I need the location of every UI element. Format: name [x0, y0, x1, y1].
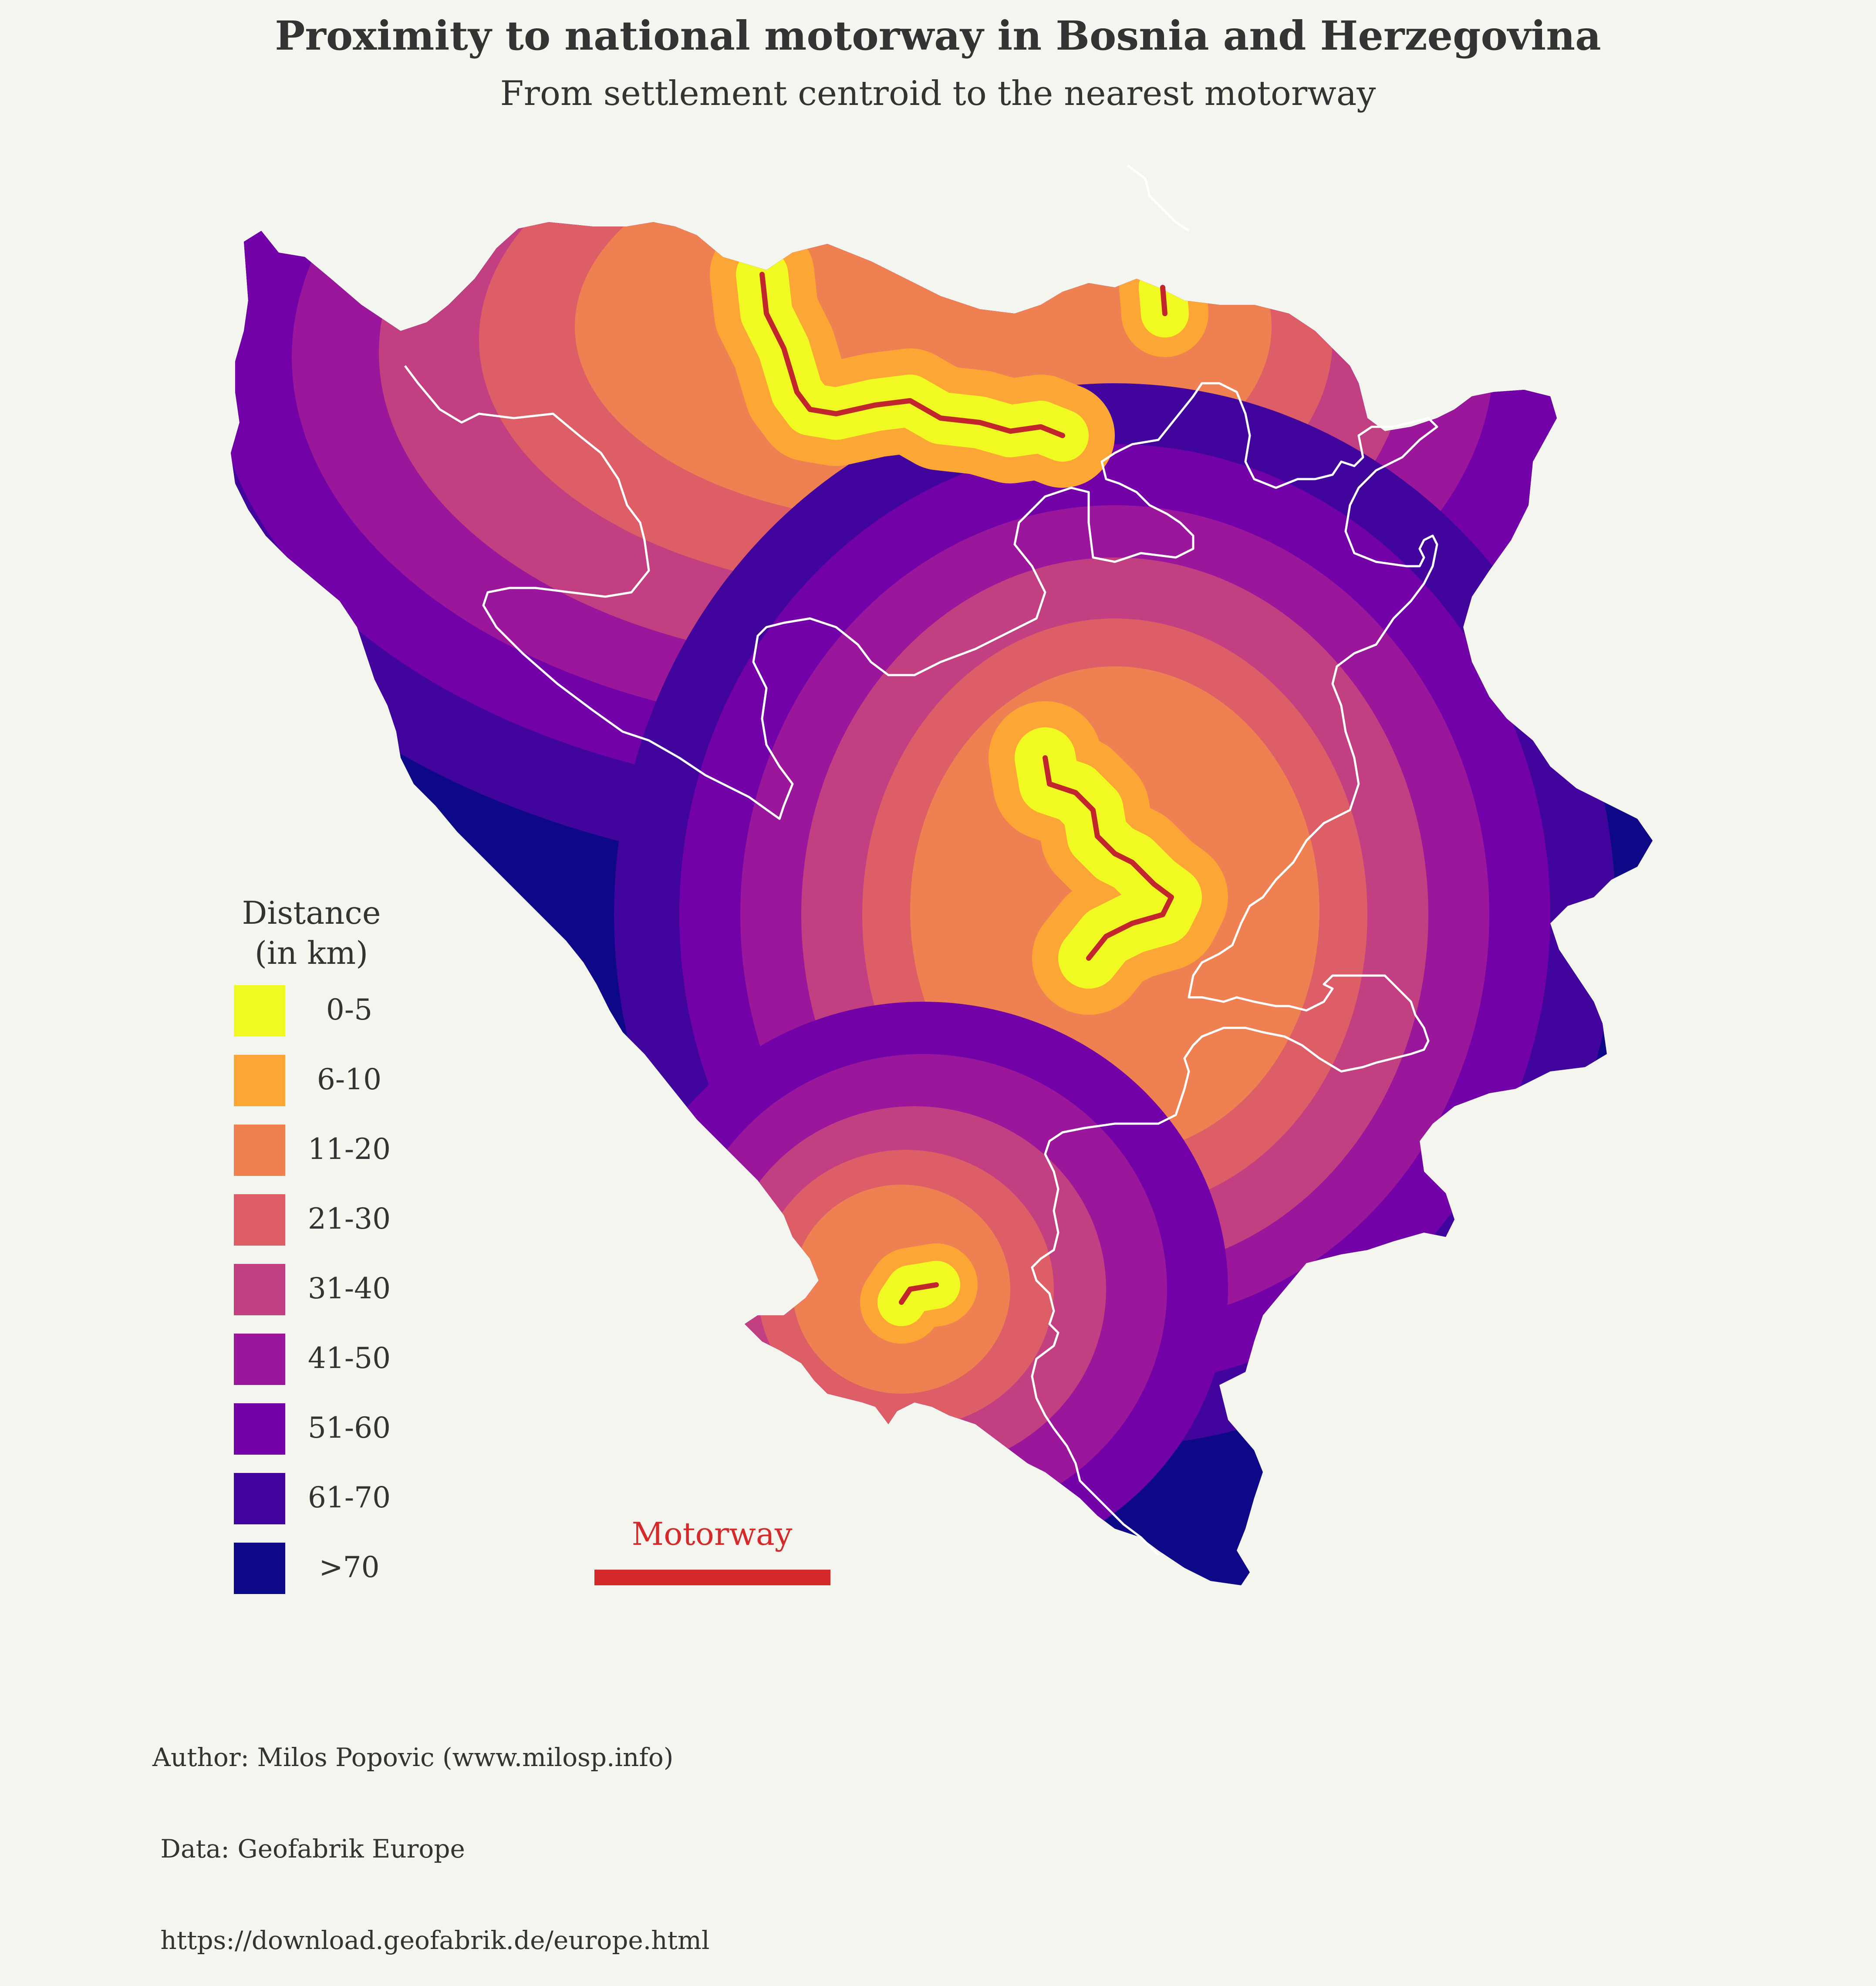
legend-label: 0-5 [326, 993, 373, 1027]
legend-swatch [234, 1194, 285, 1246]
legend-swatch [234, 1055, 285, 1106]
legend-label: 6-10 [317, 1063, 382, 1096]
legend-item: 6-10 [234, 1055, 495, 1107]
legend-label: 41-50 [307, 1341, 391, 1375]
credits: Author: Milos Popovic (www.milosp.info) … [152, 1681, 709, 1986]
legend-item: 41-50 [234, 1334, 495, 1386]
map-title: Proximity to national motorway in Bosnia… [275, 12, 1601, 59]
legend-label: 11-20 [307, 1132, 391, 1166]
motorway-northeast [1160, 285, 1167, 316]
legend-item: >70 [234, 1543, 495, 1595]
legend-label: 21-30 [307, 1202, 391, 1236]
motorway-north [759, 272, 1065, 438]
legend-label: 31-40 [307, 1272, 391, 1305]
legend-swatch [234, 1334, 285, 1385]
credits-url: https://download.geofabrik.de/europe.htm… [152, 1925, 710, 1955]
credits-data: Data: Geofabrik Europe [152, 1834, 465, 1864]
motorway-central [1043, 755, 1174, 961]
distance-zones [231, 222, 1653, 1585]
motorway-legend-label: Motorway [631, 1516, 793, 1552]
legend-item: 11-20 [234, 1125, 495, 1177]
legend-swatch [234, 985, 285, 1037]
motorway-south [899, 1282, 939, 1305]
legend-label: 61-70 [307, 1481, 391, 1514]
distance-map [231, 165, 1653, 1585]
legend-title-line1: Distance [242, 895, 381, 931]
legend-item: 61-70 [234, 1473, 495, 1525]
legend-swatch [234, 1125, 285, 1176]
entity-borders [404, 165, 1438, 1556]
legend-item: 31-40 [234, 1264, 495, 1316]
legend-swatch [234, 1403, 285, 1455]
legend-item: 0-5 [234, 985, 495, 1037]
legend-swatch [234, 1473, 285, 1524]
motorway-legend-line [594, 1570, 830, 1585]
legend-swatch [234, 1543, 285, 1594]
legend-title-line2: (in km) [254, 935, 368, 971]
legend-item: 21-30 [234, 1194, 495, 1246]
legend-label: >70 [319, 1550, 380, 1584]
legend-swatch [234, 1264, 285, 1315]
legend-item: 51-60 [234, 1403, 495, 1456]
credits-author: Author: Milos Popovic (www.milosp.info) [152, 1743, 674, 1772]
motorway-lines [759, 272, 1174, 1305]
map-subtitle: From settlement centroid to the nearest … [500, 74, 1376, 113]
legend-label: 51-60 [307, 1411, 391, 1445]
legend-title: Distance (in km) [218, 893, 405, 973]
